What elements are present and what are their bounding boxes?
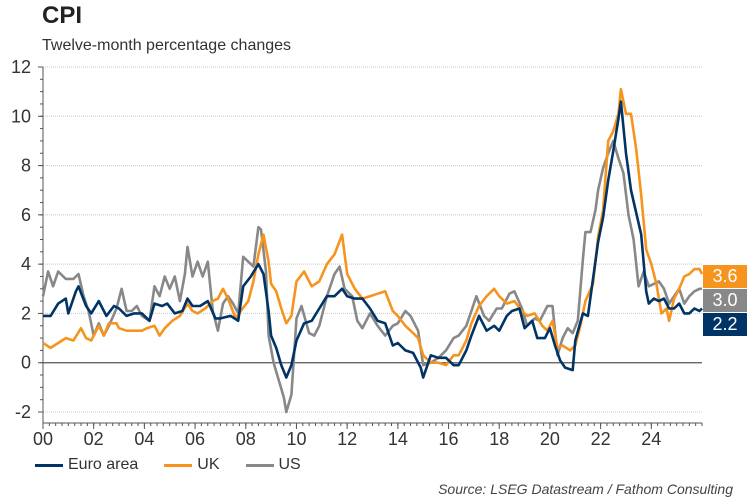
x-tick-label: 16 <box>439 429 459 449</box>
end-label-euro-area: 2.2 <box>703 313 747 336</box>
x-axis: 00 02 04 06 08 10 12 14 16 18 20 22 24 <box>33 422 703 449</box>
legend-swatch-euro-area <box>35 463 63 467</box>
y-tick-label: 12 <box>11 57 31 77</box>
legend-label-uk: UK <box>197 456 220 473</box>
x-tick-label: 06 <box>185 429 205 449</box>
legend-swatch-uk <box>164 463 193 467</box>
series-line-euro-area <box>43 100 703 379</box>
series-line-us <box>41 139 702 414</box>
x-tick-label: 04 <box>134 429 154 449</box>
legend: Euro area UK US <box>35 456 327 474</box>
end-label-uk: 3.6 <box>703 265 747 288</box>
x-tick-label: 22 <box>591 429 611 449</box>
chart-subtitle: Twelve-month percentage changes <box>42 37 292 54</box>
gridlines <box>43 66 702 413</box>
y-tick-label: 2 <box>21 303 31 323</box>
y-tick-label: 0 <box>21 353 31 373</box>
x-tick-label: 08 <box>236 429 256 449</box>
legend-item-uk: UK <box>164 456 220 474</box>
legend-label-euro-area: Euro area <box>68 456 139 473</box>
y-tick-label: 8 <box>21 156 31 176</box>
y-axis: -2 0 2 4 6 8 10 12 <box>11 57 44 423</box>
end-label-us: 3.0 <box>703 289 747 312</box>
x-tick-label: 00 <box>33 429 53 449</box>
series-lines <box>41 87 704 414</box>
y-tick-label: 10 <box>11 106 31 126</box>
series-line-uk <box>42 87 704 367</box>
legend-item-us: US <box>245 456 301 474</box>
y-tick-label: -2 <box>15 402 31 422</box>
y-tick-label: 4 <box>21 254 31 274</box>
y-tick-label: 6 <box>21 205 31 225</box>
source-note: Source: LSEG Datastream / Fathom Consult… <box>438 481 733 497</box>
chart-title: CPI <box>42 2 83 29</box>
legend-item-euro-area: Euro area <box>35 456 138 474</box>
x-tick-label: 12 <box>337 429 357 449</box>
legend-swatch-us <box>245 463 274 467</box>
x-tick-label: 18 <box>489 429 509 449</box>
x-tick-label: 14 <box>388 429 408 449</box>
legend-label-us: US <box>278 456 301 473</box>
x-tick-label: 24 <box>641 429 661 449</box>
x-tick-label: 20 <box>540 429 560 449</box>
x-tick-label: 10 <box>286 429 306 449</box>
x-tick-label: 02 <box>84 429 104 449</box>
